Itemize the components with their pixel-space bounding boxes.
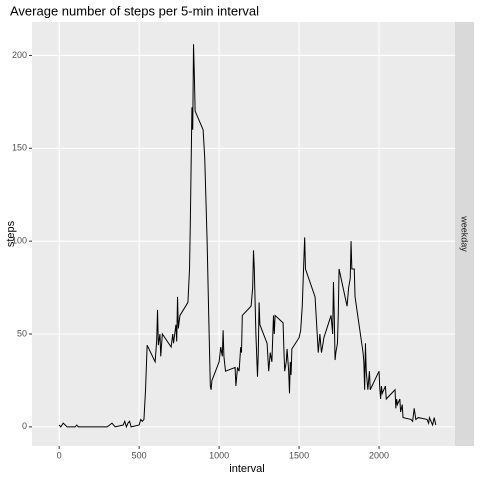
x-axis-label: interval [229, 463, 264, 475]
y-axis-label: steps [5, 220, 17, 247]
x-tick-label: 1500 [289, 450, 309, 460]
x-tick-label: 0 [57, 450, 62, 460]
facet-strip [455, 22, 474, 446]
x-tick-label: 1000 [209, 450, 229, 460]
panel [32, 22, 455, 446]
facet-label: weekday [460, 215, 470, 252]
y-tick-label: 100 [12, 236, 27, 246]
x-tick-label: 2000 [369, 450, 389, 460]
x-tick-label: 500 [132, 450, 147, 460]
chart-title: Average number of steps per 5-min interv… [10, 3, 259, 18]
y-tick-label: 150 [12, 143, 27, 153]
y-tick-label: 0 [22, 421, 27, 431]
y-tick-label: 50 [17, 328, 27, 338]
y-tick-label: 200 [12, 50, 27, 60]
data-line [58, 44, 437, 429]
